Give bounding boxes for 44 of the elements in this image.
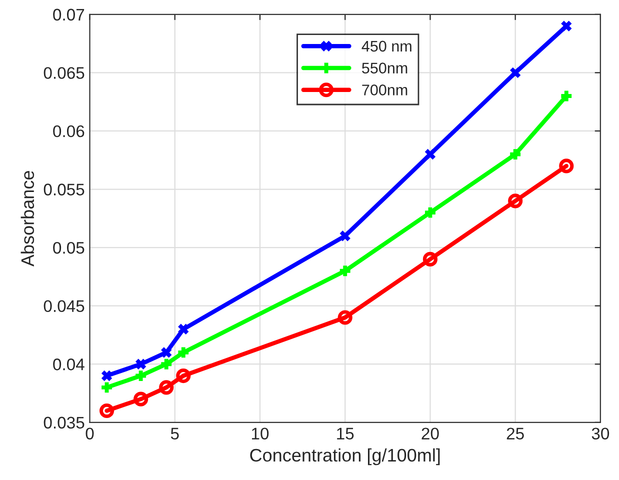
point: [510, 149, 521, 160]
point: [99, 403, 114, 418]
point: [161, 347, 172, 358]
y-tick-label: 0.06: [53, 125, 84, 138]
point: [134, 392, 148, 406]
legend-label: 450 nm: [362, 40, 412, 52]
point: [424, 149, 436, 160]
y-tick-label: 0.045: [44, 300, 84, 312]
point: [340, 230, 350, 242]
legend-label: 700nm: [362, 84, 408, 96]
point: [340, 266, 350, 276]
y-tick-label: 0.065: [44, 67, 84, 79]
point: [161, 358, 172, 370]
point: [510, 67, 521, 78]
point: [136, 370, 146, 381]
x-tick-label: 0: [86, 428, 94, 440]
point: [159, 380, 174, 395]
x-tick-label: 5: [170, 428, 179, 440]
x-tick-label: 20: [422, 428, 439, 440]
point: [102, 382, 112, 393]
point: [422, 252, 438, 266]
point: [102, 370, 112, 381]
y-tick-label: 0.07: [53, 8, 84, 21]
y-axis-title: Absorbance: [20, 171, 34, 267]
y-tick-label: 0.055: [44, 184, 84, 196]
point: [338, 310, 352, 325]
point: [176, 368, 191, 384]
point: [178, 324, 189, 334]
point: [178, 347, 189, 358]
legend-label: 550nm: [362, 62, 408, 74]
y-tick-label: 0.035: [44, 416, 84, 429]
point: [424, 207, 436, 218]
x-axis-title: Concentration [g/100ml]: [250, 448, 440, 466]
x-tick-label: 15: [337, 428, 354, 440]
y-tick-label: 0.05: [53, 242, 84, 254]
point: [561, 90, 572, 102]
y-tick-label: 0.04: [53, 358, 84, 370]
point: [508, 194, 523, 208]
x-tick-label: 25: [506, 428, 524, 440]
x-tick-label: 10: [252, 428, 269, 440]
point: [136, 358, 146, 370]
point: [559, 158, 574, 174]
x-tick-label: 30: [592, 428, 610, 440]
point: [561, 20, 572, 32]
